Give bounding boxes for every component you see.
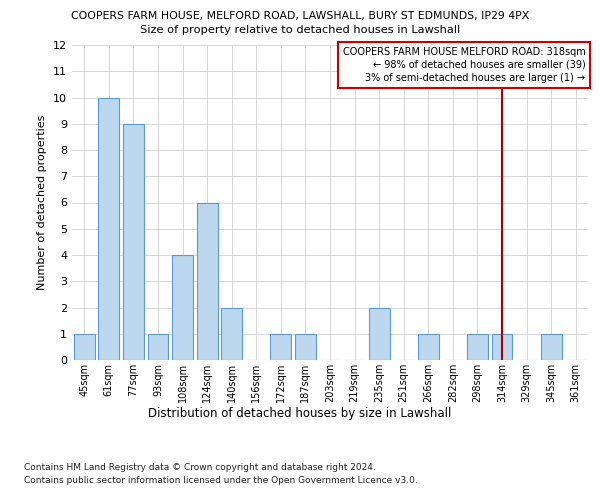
Bar: [541, 334, 562, 360]
Bar: [418, 334, 439, 360]
Bar: [172, 255, 193, 360]
Text: Contains HM Land Registry data © Crown copyright and database right 2024.: Contains HM Land Registry data © Crown c…: [24, 462, 376, 471]
Text: Size of property relative to detached houses in Lawshall: Size of property relative to detached ho…: [140, 25, 460, 35]
Bar: [148, 334, 169, 360]
Y-axis label: Number of detached properties: Number of detached properties: [37, 115, 47, 290]
Bar: [491, 334, 512, 360]
Text: COOPERS FARM HOUSE, MELFORD ROAD, LAWSHALL, BURY ST EDMUNDS, IP29 4PX: COOPERS FARM HOUSE, MELFORD ROAD, LAWSHA…: [71, 11, 529, 21]
Text: Contains public sector information licensed under the Open Government Licence v3: Contains public sector information licen…: [24, 476, 418, 485]
Text: COOPERS FARM HOUSE MELFORD ROAD: 318sqm
← 98% of detached houses are smaller (39: COOPERS FARM HOUSE MELFORD ROAD: 318sqm …: [343, 46, 586, 83]
Bar: [221, 308, 242, 360]
Bar: [197, 202, 218, 360]
Text: Distribution of detached houses by size in Lawshall: Distribution of detached houses by size …: [148, 408, 452, 420]
Bar: [467, 334, 488, 360]
Bar: [123, 124, 144, 360]
Bar: [295, 334, 316, 360]
Bar: [98, 98, 119, 360]
Bar: [74, 334, 95, 360]
Bar: [271, 334, 292, 360]
Bar: [368, 308, 389, 360]
